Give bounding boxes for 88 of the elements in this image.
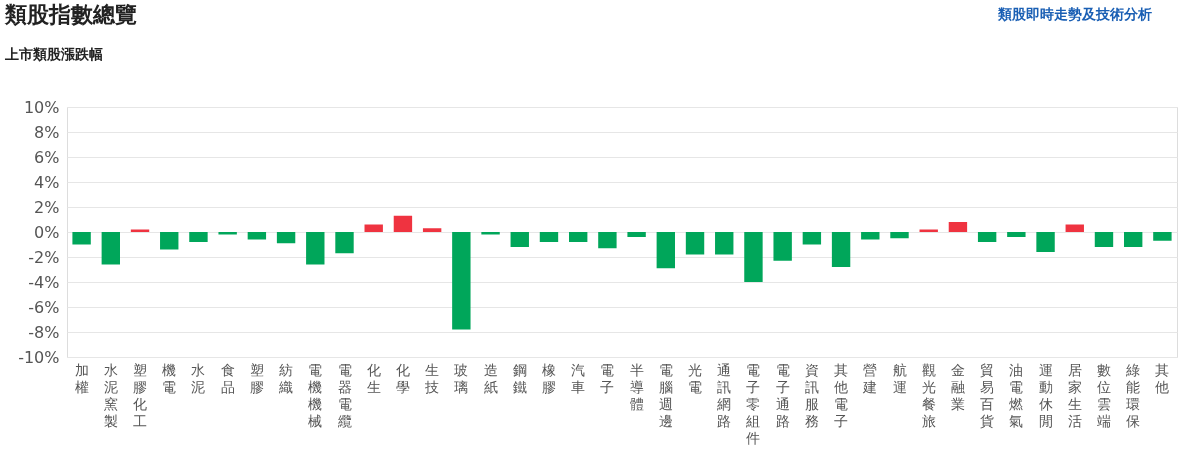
x-tick-label: 其他 xyxy=(1155,361,1170,395)
bar xyxy=(306,232,325,265)
x-tick-label: 通訊網路 xyxy=(716,361,732,429)
x-tick-label: 居家生活 xyxy=(1067,361,1082,429)
x-tick-label: 水泥 xyxy=(191,361,206,395)
x-tick-label: 食品 xyxy=(220,361,235,395)
x-tick-label: 綠能環保 xyxy=(1125,361,1141,429)
x-tick-label: 橡膠 xyxy=(541,361,556,395)
x-tick-label: 機電 xyxy=(162,361,177,395)
bar xyxy=(101,232,121,265)
y-tick-label: 8% xyxy=(34,122,60,142)
x-tick-label: 觀光餐旅 xyxy=(921,361,936,429)
x-tick-label: 水泥窯製 xyxy=(103,361,118,429)
bar xyxy=(627,232,646,237)
bar xyxy=(1007,232,1026,237)
text: 類股即時走勢及技術分析 xyxy=(997,6,1152,22)
bar xyxy=(890,232,909,239)
bar xyxy=(773,232,792,261)
y-tick-label: -8% xyxy=(28,322,60,342)
chart-subtitle: 上市類股漲跌幅 xyxy=(4,46,103,62)
bar xyxy=(247,232,267,240)
x-tick-label: 貿易百貨 xyxy=(980,361,995,429)
bar xyxy=(481,232,500,235)
chart-title: 類股指數總覽 xyxy=(4,2,137,27)
bar xyxy=(276,232,296,244)
x-tick-label: 半導體 xyxy=(629,361,644,412)
x-tick-label: 電器電纜 xyxy=(336,361,352,429)
bar xyxy=(568,232,588,242)
x-tick-label: 油電燃氣 xyxy=(1009,361,1024,429)
bar xyxy=(598,232,617,249)
bar xyxy=(393,215,413,232)
y-tick-label: -4% xyxy=(28,272,60,292)
bar xyxy=(160,232,179,250)
x-tick-label: 加權 xyxy=(74,361,89,395)
x-tick-label: 其他電子 xyxy=(834,361,849,429)
x-tick-label: 塑膠 xyxy=(249,361,264,395)
x-tick-label: 塑膠化工 xyxy=(133,361,148,429)
x-tick-label: 電子零組件 xyxy=(745,361,761,446)
x-tick-label: 營建 xyxy=(862,361,878,395)
x-tick-label: 電腦週邊 xyxy=(658,361,673,429)
bar xyxy=(831,232,851,267)
bar xyxy=(715,232,734,255)
bar xyxy=(861,232,880,240)
bar xyxy=(1036,232,1055,252)
y-tick-label: 10% xyxy=(23,97,60,117)
y-tick-label: -6% xyxy=(28,297,60,317)
bar xyxy=(1153,232,1172,241)
bar xyxy=(72,232,91,245)
y-tick-label: 4% xyxy=(34,172,60,192)
bar xyxy=(1123,232,1143,247)
bar xyxy=(422,228,442,232)
bar xyxy=(510,232,529,247)
x-tick-label: 鋼鐵 xyxy=(512,361,527,395)
bar xyxy=(656,232,676,269)
bar xyxy=(364,224,383,232)
y-tick-label: -2% xyxy=(28,247,60,267)
bar xyxy=(335,232,354,254)
x-tick-label: 航運 xyxy=(892,361,907,395)
x-tick-label: 紡織 xyxy=(278,361,294,395)
x-tick-label: 玻璃 xyxy=(454,361,469,395)
y-tick-label: 2% xyxy=(34,197,60,217)
bar xyxy=(977,232,997,242)
x-tick-label: 化生 xyxy=(366,361,381,395)
y-tick-label: 0% xyxy=(34,222,60,242)
x-tick-label: 資訊服務 xyxy=(804,361,819,429)
bar xyxy=(1065,224,1084,232)
x-tick-label: 造紙 xyxy=(483,361,498,395)
bar xyxy=(189,232,208,242)
x-tick-label: 金融業 xyxy=(950,361,965,412)
x-tick-label: 數位雲端 xyxy=(1096,361,1111,429)
bar xyxy=(802,232,822,245)
x-tick-label: 運動休閒 xyxy=(1038,361,1053,429)
x-tick-label: 化學 xyxy=(395,361,410,395)
y-tick-label: -10% xyxy=(18,347,60,367)
bar xyxy=(1094,232,1114,247)
bar xyxy=(218,232,237,235)
x-tick-label: 電子通路 xyxy=(775,361,790,429)
x-tick-label: 生技 xyxy=(424,361,440,395)
bar xyxy=(948,222,968,232)
x-tick-label: 電機機械 xyxy=(308,361,323,429)
x-tick-label: 光電 xyxy=(688,361,703,395)
bar xyxy=(452,232,471,330)
x-tick-label: 電子 xyxy=(600,361,615,395)
bar xyxy=(539,232,559,242)
x-tick-label: 汽車 xyxy=(571,361,586,395)
bar xyxy=(744,232,763,282)
bar xyxy=(685,232,705,255)
y-tick-label: 6% xyxy=(34,147,60,167)
